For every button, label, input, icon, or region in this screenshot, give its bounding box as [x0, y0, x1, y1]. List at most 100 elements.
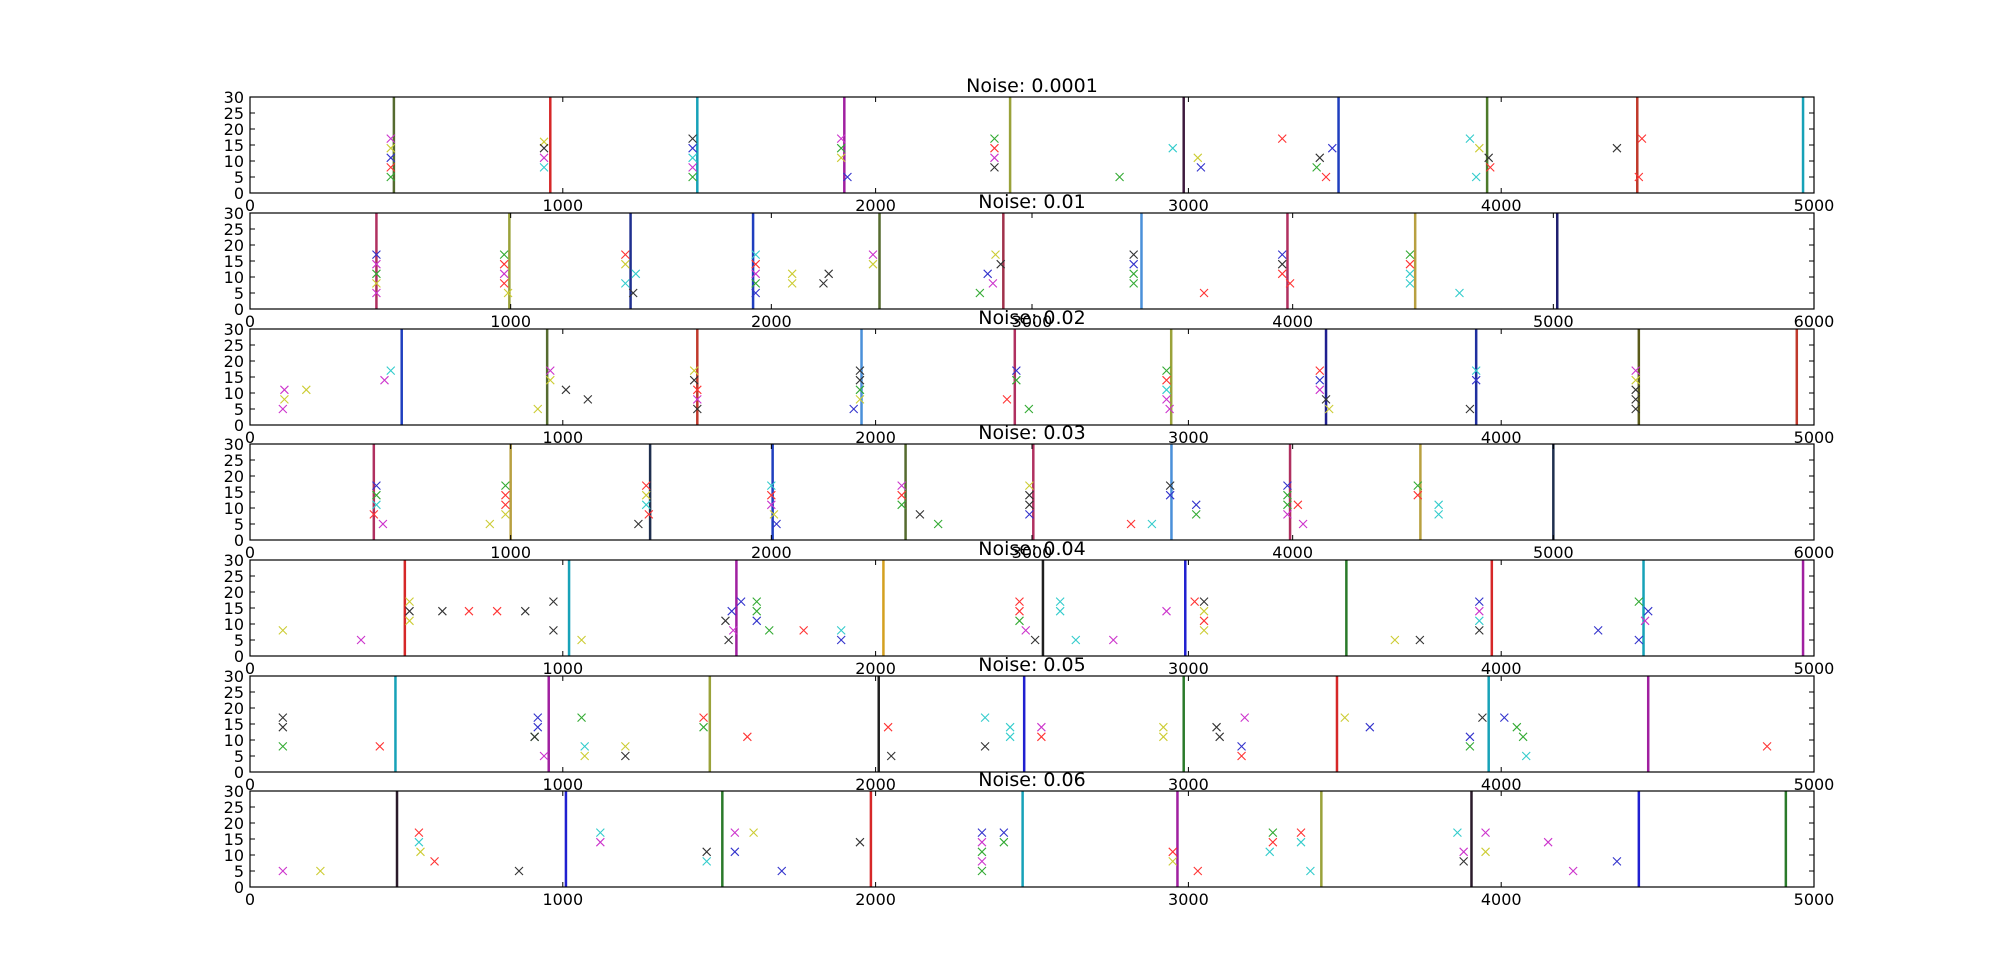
- data-point: [595, 828, 605, 837]
- data-point: [1168, 143, 1178, 153]
- data-point: [1365, 722, 1375, 732]
- x-tick-label: 5000: [1794, 196, 1835, 215]
- data-point: [1631, 404, 1641, 414]
- data-point: [1521, 751, 1531, 761]
- y-tick-label: 25: [224, 336, 244, 355]
- y-tick-label: 20: [224, 814, 244, 833]
- data-point: [1474, 626, 1484, 635]
- data-point: [980, 742, 990, 751]
- data-point: [699, 722, 708, 732]
- data-point: [1055, 606, 1065, 616]
- data-point: [1471, 172, 1481, 182]
- data-point: [492, 606, 502, 616]
- data-point: [1283, 490, 1292, 500]
- data-point: [1415, 635, 1425, 645]
- subplot-title: Noise: 0.06: [978, 769, 1085, 791]
- y-tick-label: 10: [224, 152, 244, 171]
- data-point: [1265, 847, 1275, 857]
- x-tick-label: 1000: [542, 775, 583, 794]
- data-point: [1474, 597, 1484, 606]
- data-point: [1390, 635, 1400, 645]
- y-tick-label: 20: [224, 352, 244, 371]
- data-point: [1277, 269, 1287, 279]
- data-point: [583, 395, 593, 404]
- data-point: [824, 269, 834, 279]
- data-point: [501, 510, 510, 519]
- y-tick-label: 25: [224, 104, 244, 123]
- data-point: [1315, 366, 1325, 375]
- data-point: [644, 510, 654, 519]
- subplot-title: Noise: 0.03: [978, 422, 1085, 444]
- data-point: [1199, 597, 1209, 606]
- data-point: [386, 143, 396, 153]
- y-tick-label: 25: [224, 798, 244, 817]
- data-point: [1485, 163, 1495, 172]
- x-tick-label: 3000: [1012, 543, 1053, 562]
- x-tick-label: 5000: [1794, 775, 1835, 794]
- data-point: [999, 828, 1009, 837]
- data-point: [1191, 500, 1201, 510]
- data-point: [620, 742, 630, 751]
- data-point: [1193, 866, 1203, 876]
- data-point: [1643, 606, 1653, 616]
- y-tick-label: 10: [224, 846, 244, 865]
- data-point: [634, 519, 643, 529]
- data-point: [728, 626, 738, 635]
- data-point: [1011, 375, 1021, 385]
- data-point: [1158, 732, 1168, 742]
- data-point: [1296, 828, 1306, 837]
- y-tick-label: 0: [234, 300, 244, 319]
- y-tick-label: 0: [234, 184, 244, 203]
- data-point: [549, 626, 558, 635]
- data-point: [836, 143, 846, 153]
- data-point: [503, 288, 513, 298]
- data-point: [933, 519, 943, 529]
- data-point: [278, 713, 288, 722]
- data-point: [501, 490, 510, 500]
- data-point: [769, 510, 779, 519]
- data-point: [1453, 828, 1462, 837]
- x-tick-label: 1000: [490, 543, 531, 562]
- data-point: [688, 143, 698, 153]
- x-tick-label: 2000: [855, 775, 896, 794]
- data-point: [1459, 847, 1469, 857]
- x-tick-label: 0: [245, 312, 255, 331]
- data-point: [843, 172, 852, 182]
- data-point: [855, 366, 865, 375]
- data-point: [1434, 510, 1444, 519]
- y-tick-label: 5: [234, 631, 244, 650]
- data-point: [1481, 847, 1490, 857]
- data-point: [641, 481, 651, 490]
- x-tick-label: 1000: [490, 312, 531, 331]
- data-point: [868, 250, 878, 259]
- data-point: [1434, 500, 1444, 510]
- axes-frame: [249, 328, 1815, 426]
- data-point: [766, 481, 776, 490]
- data-point: [1512, 722, 1522, 732]
- data-point: [819, 279, 828, 288]
- data-point: [688, 172, 698, 182]
- y-tick-label: 15: [224, 599, 244, 618]
- axes-frame: [249, 212, 1815, 310]
- x-tick-label: 0: [245, 775, 255, 794]
- data-point: [372, 279, 381, 288]
- y-tick-label: 25: [224, 451, 244, 470]
- data-point: [883, 722, 893, 732]
- y-tick-label: 10: [224, 615, 244, 634]
- data-point: [1634, 172, 1644, 182]
- data-point: [699, 713, 708, 722]
- data-point: [1199, 288, 1209, 298]
- x-tick-label: 3000: [1168, 428, 1209, 447]
- data-point: [855, 395, 865, 404]
- y-tick-label: 5: [234, 515, 244, 534]
- x-tick-label: 4000: [1481, 196, 1522, 215]
- data-point: [1071, 635, 1081, 645]
- data-point: [1129, 279, 1139, 288]
- x-tick-label: 5000: [1533, 312, 1574, 331]
- subplot-title: Noise: 0.05: [978, 654, 1085, 676]
- x-tick-label: 4000: [1272, 543, 1313, 562]
- y-tick-label: 10: [224, 384, 244, 403]
